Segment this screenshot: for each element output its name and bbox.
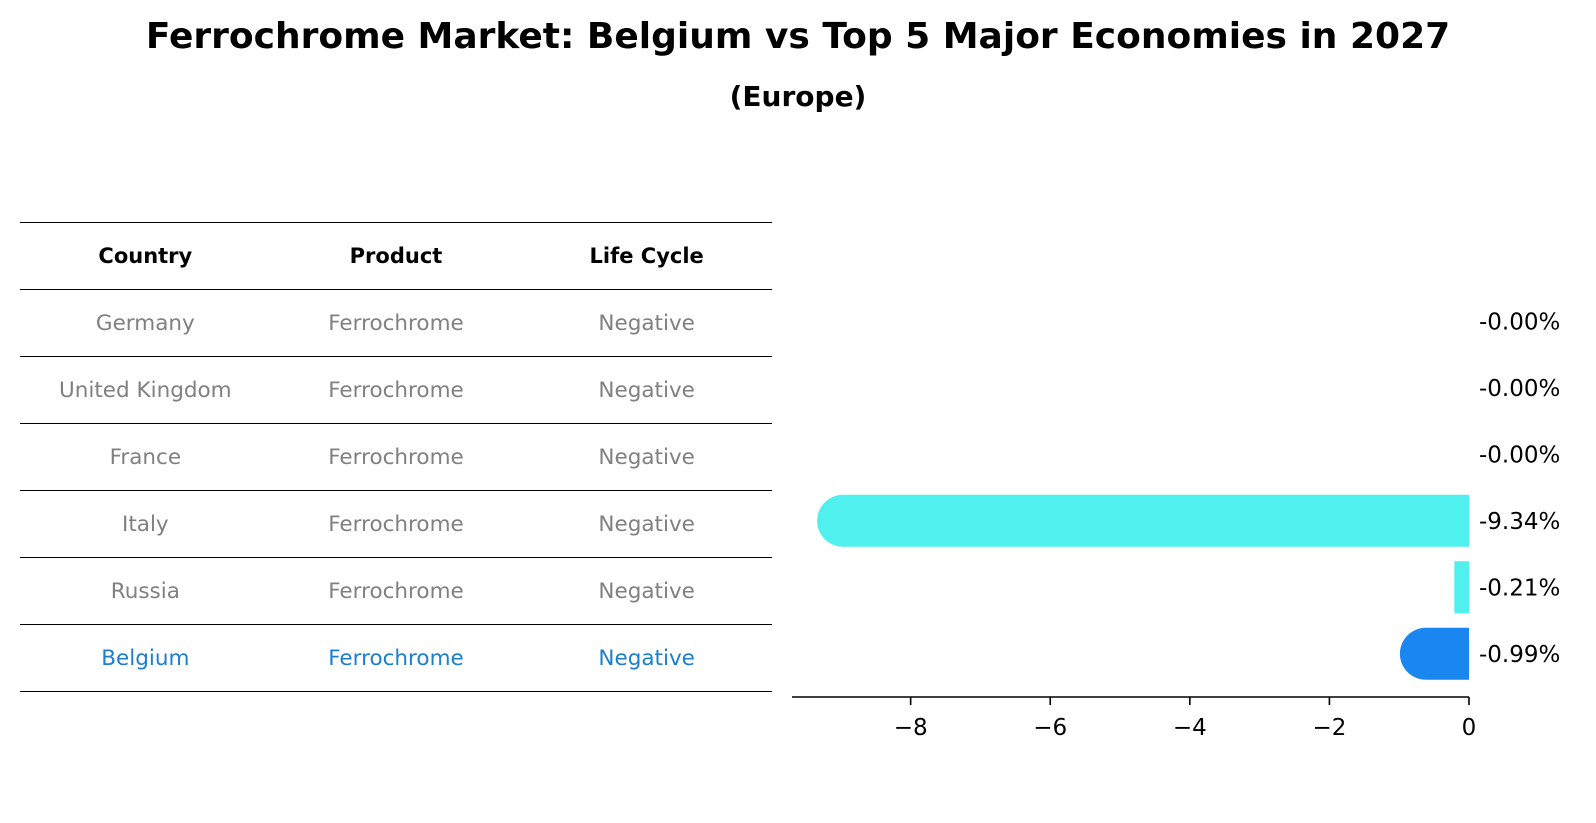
x-tick-label: −2	[1312, 715, 1346, 741]
cell-country: Germany	[20, 289, 271, 357]
cell-life-cycle: Negative	[521, 557, 772, 625]
table-row: Italy Ferrochrome Negative	[20, 490, 772, 558]
header-country: Country	[20, 222, 271, 290]
cell-country: United Kingdom	[20, 356, 271, 424]
data-label: -9.34%	[1479, 509, 1560, 535]
bar-italy	[817, 494, 1469, 547]
cell-product: Ferrochrome	[270, 289, 522, 357]
table-row: France Ferrochrome Negative	[20, 423, 772, 491]
cell-country: France	[20, 423, 271, 491]
chart-title: Ferrochrome Market: Belgium vs Top 5 Maj…	[145, 16, 1451, 57]
cell-product: Ferrochrome	[270, 490, 522, 558]
cell-life-cycle: Negative	[521, 490, 772, 558]
table-row-highlighted: Belgium Ferrochrome Negative	[20, 624, 772, 692]
bar-russia	[1454, 561, 1469, 614]
cell-life-cycle: Negative	[521, 624, 772, 692]
cell-country: Italy	[20, 490, 271, 558]
header-product: Product	[270, 222, 522, 290]
cell-life-cycle: Negative	[521, 289, 772, 357]
comparison-table: Country Product Life Cycle Germany Ferro…	[20, 222, 772, 692]
data-label: -0.99%	[1479, 642, 1560, 668]
data-table: Country Product Life Cycle Germany Ferro…	[20, 222, 772, 692]
data-label: -0.21%	[1479, 575, 1560, 601]
x-tick-label: −6	[1033, 715, 1067, 741]
table-row: Russia Ferrochrome Negative	[20, 557, 772, 625]
x-axis: −8 −6 −4 −2 0	[792, 696, 1477, 741]
data-labels-layer: -0.00% -0.00% -0.00% -9.34% -0.21% -0.99%	[1479, 309, 1560, 668]
cell-product: Ferrochrome	[270, 423, 522, 491]
x-tick-label: −8	[894, 715, 928, 741]
cell-country: Belgium	[20, 624, 271, 692]
data-label: -0.00%	[1479, 376, 1560, 402]
chart-subtitle: (Europe)	[729, 80, 867, 113]
x-tick-label: 0	[1462, 715, 1477, 741]
cell-product: Ferrochrome	[270, 624, 522, 692]
bars-layer	[817, 494, 1469, 680]
table-row: Germany Ferrochrome Negative	[20, 289, 772, 357]
data-label: -0.00%	[1479, 442, 1560, 468]
data-label: -0.00%	[1479, 309, 1560, 335]
table-header-row: Country Product Life Cycle	[20, 222, 772, 290]
table-row: United Kingdom Ferrochrome Negative	[20, 356, 772, 424]
bar-belgium	[1399, 627, 1469, 680]
cell-product: Ferrochrome	[270, 557, 522, 625]
cell-product: Ferrochrome	[270, 356, 522, 424]
x-tick-label: −4	[1173, 715, 1207, 741]
header-life-cycle: Life Cycle	[521, 222, 772, 290]
cell-country: Russia	[20, 557, 271, 625]
cell-life-cycle: Negative	[521, 423, 772, 491]
